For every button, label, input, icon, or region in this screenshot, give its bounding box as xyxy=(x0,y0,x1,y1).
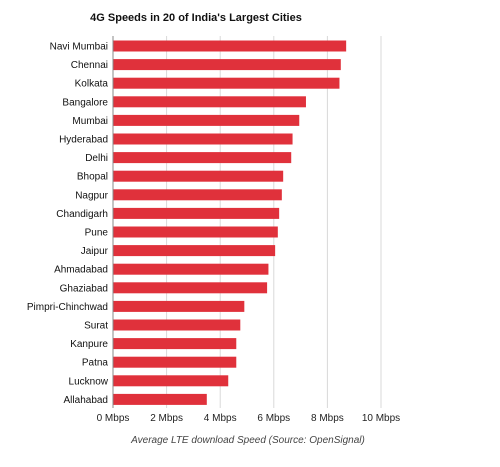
bar xyxy=(113,40,347,52)
chart-title: 4G Speeds in 20 of India's Largest Citie… xyxy=(90,12,302,24)
category-label: Jaipur xyxy=(81,246,109,257)
x-axis-title: Average LTE download Speed (Source: Open… xyxy=(130,435,365,446)
bar xyxy=(113,338,237,350)
bar xyxy=(113,207,280,219)
x-tick-labels: 0 Mbps 2 Mbps 4 Mbps 6 Mbps 8 Mbps 10 Mbps xyxy=(97,413,401,424)
category-label: Kolkata xyxy=(75,79,109,90)
x-tick-label: 2 Mbps xyxy=(150,413,183,424)
category-label: Hyderabad xyxy=(59,135,108,146)
bar xyxy=(113,133,293,145)
category-label: Lucknow xyxy=(69,376,109,387)
category-label: Pimpri-Chinchwad xyxy=(27,302,108,313)
bar xyxy=(113,375,229,387)
x-tick-label: 0 Mbps xyxy=(97,413,130,424)
bar xyxy=(113,393,207,405)
bar xyxy=(113,282,268,294)
category-label: Navi Mumbai xyxy=(50,42,108,53)
x-tick-label: 6 Mbps xyxy=(257,413,290,424)
category-label: Kanpure xyxy=(70,339,108,350)
category-label: Pune xyxy=(85,228,109,239)
category-label: Chandigarh xyxy=(56,209,108,220)
bar xyxy=(113,300,245,312)
category-label: Ghaziabad xyxy=(60,283,108,294)
x-tick-label: 8 Mbps xyxy=(311,413,344,424)
category-label: Surat xyxy=(84,321,108,332)
x-tick-label: 4 Mbps xyxy=(204,413,237,424)
bar xyxy=(113,356,237,368)
bar xyxy=(113,189,282,201)
category-labels: Navi Mumbai Chennai Kolkata Bangalore Mumbai… xyxy=(27,42,109,406)
bar xyxy=(113,77,340,89)
category-label: Mumbai xyxy=(72,116,108,127)
bar xyxy=(113,152,292,164)
bar xyxy=(113,114,300,126)
category-label: Bhopal xyxy=(77,172,108,183)
category-label: Bangalore xyxy=(62,97,108,108)
bar xyxy=(113,96,306,108)
category-label: Patna xyxy=(82,358,109,369)
bar xyxy=(113,170,284,182)
bar xyxy=(113,263,269,275)
grid-lines xyxy=(112,36,382,408)
category-label: Delhi xyxy=(85,153,108,164)
category-label: Ahmadabad xyxy=(54,265,108,276)
bar xyxy=(113,319,241,331)
x-tick-label: 10 Mbps xyxy=(362,413,400,424)
bars xyxy=(113,40,347,405)
category-label: Allahabad xyxy=(64,395,108,406)
bar xyxy=(113,226,278,238)
category-label: Nagpur xyxy=(75,190,108,201)
bar xyxy=(113,245,276,257)
category-label: Chennai xyxy=(71,60,108,71)
bar xyxy=(113,59,341,71)
